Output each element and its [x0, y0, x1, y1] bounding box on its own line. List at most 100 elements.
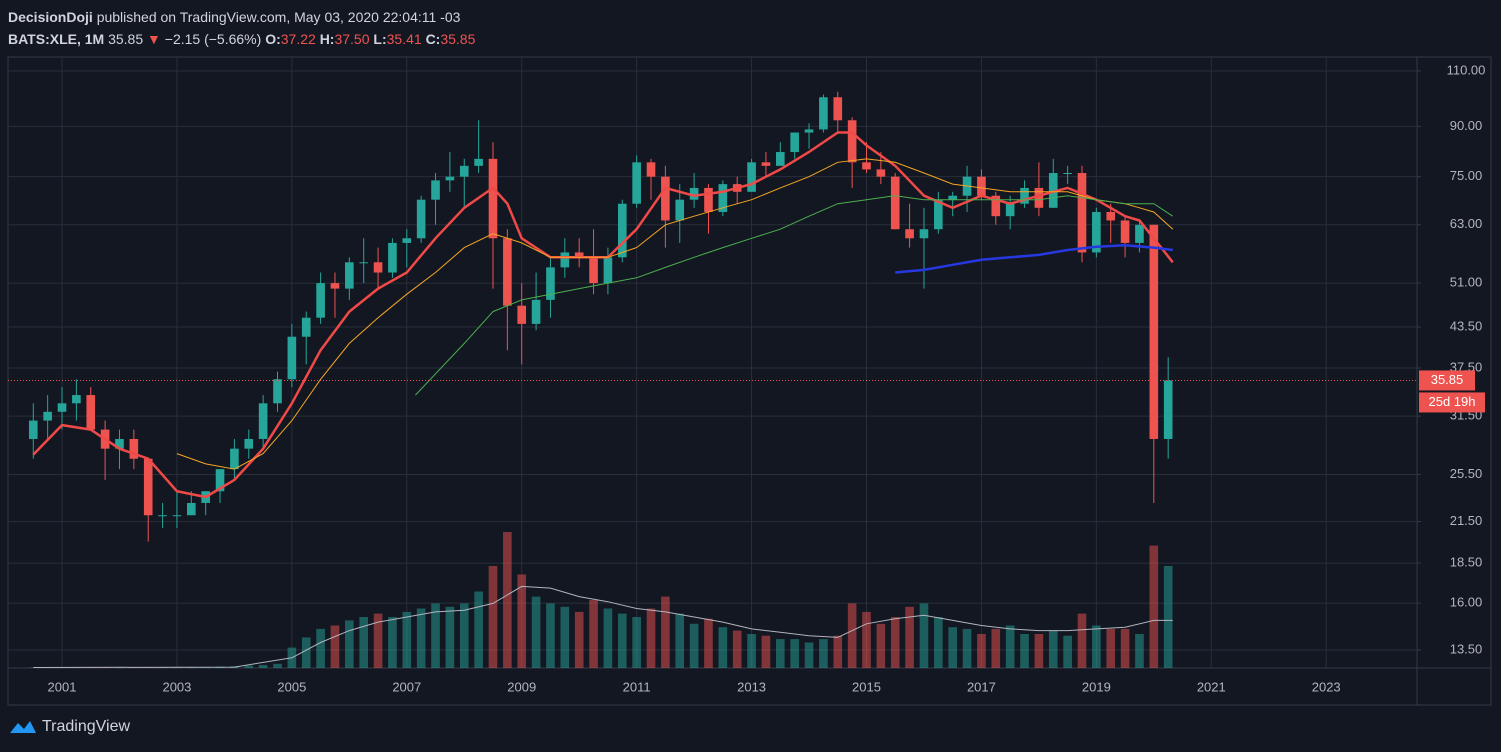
candle-body: [503, 238, 512, 306]
candle-body: [1063, 173, 1072, 175]
candle-body: [172, 515, 182, 517]
footer[interactable]: TradingView: [8, 717, 130, 737]
brand: TradingView: [42, 718, 131, 735]
candle-body: [819, 97, 828, 130]
y-tick-label: 18.50: [1450, 555, 1483, 570]
volume-bar: [919, 603, 929, 668]
candle-body: [574, 252, 584, 258]
published: published on TradingView.com, May 03, 20…: [96, 9, 461, 25]
volume-bar: [459, 603, 469, 668]
volume-bar: [1077, 613, 1087, 668]
x-tick-label: 2001: [48, 679, 77, 694]
c-label: C:: [425, 31, 441, 47]
candle-body: [517, 305, 527, 324]
candle-body: [1048, 173, 1058, 208]
candle-body: [833, 97, 843, 121]
volume-bar: [661, 596, 670, 668]
author[interactable]: DecisionDoji: [8, 9, 93, 25]
candle-body: [230, 448, 239, 470]
volume-bar: [804, 642, 814, 668]
symbol: BATS:XLE, 1M: [8, 31, 105, 47]
volume-bar: [890, 617, 900, 668]
volume-bar: [1092, 625, 1101, 668]
candle-body: [675, 199, 685, 221]
volume-bar: [1005, 625, 1015, 668]
candle-body: [890, 176, 900, 230]
volume-bar: [402, 611, 412, 668]
volume-bar: [948, 627, 958, 668]
volume-bar: [503, 532, 512, 668]
volume-ma: [33, 585, 1173, 668]
volume-bar: [934, 617, 943, 668]
candle-body: [57, 403, 67, 412]
y-tick-label: 51.00: [1450, 275, 1483, 290]
candle-body: [1034, 187, 1044, 208]
volume-bar: [732, 630, 742, 668]
candle-body: [1005, 203, 1015, 217]
candle-body: [617, 203, 627, 258]
candle-body: [186, 502, 196, 516]
chart: 2001 2003 2005 2007 2009 2011 2013 2015 2017 2019…: [7, 56, 1492, 706]
x-tick-label: 2003: [162, 679, 191, 694]
volume-bar: [574, 611, 584, 668]
moving-average: [32, 131, 1174, 499]
volume-bar: [1020, 634, 1029, 668]
candle-body: [1077, 173, 1087, 253]
volume-bar: [1163, 566, 1173, 668]
volume-bar: [790, 639, 799, 668]
volume-bar: [761, 635, 771, 668]
candle-body: [258, 403, 268, 439]
candle-body: [862, 162, 871, 170]
volume-bar: [546, 603, 555, 668]
volume-bar: [1149, 545, 1159, 668]
x-tick-label: 2023: [1312, 679, 1341, 694]
candle-body: [646, 162, 656, 177]
volume-bar: [775, 639, 785, 668]
candle-body: [72, 395, 81, 404]
y-tick-label: 63.00: [1450, 216, 1483, 231]
candle-body: [661, 176, 670, 221]
logo: [10, 721, 36, 733]
volume-bar: [416, 608, 426, 668]
candle-body: [215, 469, 225, 492]
volume-bar: [359, 617, 369, 668]
o-label: O:: [265, 31, 281, 47]
h-label: H:: [319, 31, 335, 47]
y-tick-label: 13.50: [1450, 641, 1483, 656]
candle-body: [373, 262, 383, 273]
candle-body: [402, 238, 412, 243]
candle-body: [948, 195, 958, 200]
volume-bar: [847, 603, 857, 668]
candle-body: [804, 129, 814, 133]
candle-body: [1092, 211, 1101, 253]
candle-body: [488, 158, 498, 239]
x-tick-label: 2013: [737, 679, 766, 694]
volume-bar: [258, 664, 268, 668]
volume-bar: [747, 634, 756, 668]
volume-bar: [646, 608, 656, 668]
candle-body: [158, 515, 167, 517]
volume-bar: [531, 596, 541, 668]
candle-body: [459, 165, 469, 177]
volume-bar: [488, 566, 498, 668]
x-tick-label: 2009: [507, 679, 536, 694]
candle-body: [790, 132, 799, 153]
candle-body: [474, 158, 483, 166]
candle-body: [704, 187, 713, 212]
y-tick-label: 43.50: [1450, 318, 1483, 333]
moving-average: [176, 158, 1174, 470]
candle-body: [388, 242, 397, 273]
last: 35.85: [108, 31, 144, 47]
volume-bar: [689, 623, 699, 668]
candle-body: [143, 458, 153, 516]
candle-body: [330, 283, 340, 289]
candle-body: [416, 199, 426, 239]
chart-frame: [7, 56, 1492, 706]
volume-bar: [819, 639, 828, 668]
volume-bar: [1135, 634, 1144, 668]
change: −2.15 (−5.66%): [164, 31, 262, 47]
volume-bar: [244, 665, 254, 668]
volume-bar: [28, 667, 38, 668]
candle-body: [546, 267, 555, 300]
